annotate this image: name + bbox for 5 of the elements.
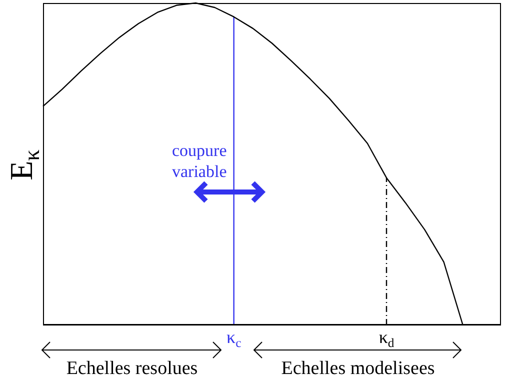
x-tick-label: κ$_{c}$ <box>226 327 242 350</box>
x-tick-label: κ$_{d}$ <box>378 327 395 350</box>
text: Echelles resolues <box>66 358 198 380</box>
annotation: coupure variable <box>172 140 228 182</box>
text: Echelles modelisees <box>281 358 435 380</box>
